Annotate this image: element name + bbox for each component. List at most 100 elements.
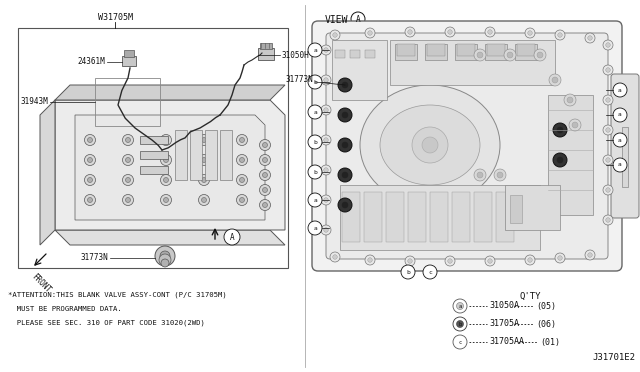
Circle shape: [588, 253, 592, 257]
Circle shape: [324, 108, 328, 112]
Circle shape: [605, 43, 611, 47]
Circle shape: [122, 174, 134, 186]
Circle shape: [405, 256, 415, 266]
Circle shape: [122, 135, 134, 145]
Circle shape: [163, 177, 168, 183]
Text: MUST BE PROGRAMMED DATA.: MUST BE PROGRAMMED DATA.: [8, 306, 122, 312]
Bar: [430, 192, 448, 242]
Bar: [205, 130, 217, 180]
Bar: [452, 192, 470, 242]
Circle shape: [338, 108, 352, 122]
Bar: [408, 192, 426, 242]
Text: 24361M: 24361M: [77, 58, 105, 67]
Text: b: b: [313, 80, 317, 84]
Polygon shape: [75, 115, 265, 220]
Circle shape: [324, 48, 328, 52]
Circle shape: [585, 250, 595, 260]
Circle shape: [237, 135, 248, 145]
Circle shape: [477, 172, 483, 178]
Bar: [95, 78, 160, 126]
Circle shape: [321, 225, 331, 235]
Circle shape: [572, 122, 578, 128]
Circle shape: [262, 202, 268, 208]
Bar: [140, 136, 168, 144]
Text: b: b: [406, 269, 410, 275]
Circle shape: [125, 198, 131, 202]
Text: a: a: [618, 87, 622, 93]
Bar: [190, 130, 202, 180]
Circle shape: [239, 138, 244, 142]
Circle shape: [405, 27, 415, 37]
Circle shape: [338, 168, 352, 182]
Text: 31050H: 31050H: [282, 51, 310, 60]
Circle shape: [408, 30, 412, 34]
Circle shape: [585, 33, 595, 43]
Circle shape: [613, 133, 627, 147]
Circle shape: [351, 12, 365, 26]
Bar: [487, 44, 505, 56]
Bar: [517, 44, 535, 56]
Text: W31705M: W31705M: [97, 13, 132, 22]
Bar: [395, 44, 417, 60]
Circle shape: [125, 177, 131, 183]
Circle shape: [125, 157, 131, 163]
Circle shape: [564, 94, 576, 106]
Circle shape: [239, 177, 244, 183]
Bar: [335, 50, 345, 58]
Circle shape: [321, 135, 331, 145]
Circle shape: [368, 258, 372, 262]
Ellipse shape: [360, 85, 500, 205]
Circle shape: [237, 154, 248, 166]
Circle shape: [528, 31, 532, 35]
Circle shape: [324, 78, 328, 82]
Circle shape: [321, 45, 331, 55]
Circle shape: [88, 157, 93, 163]
Circle shape: [198, 135, 209, 145]
Circle shape: [308, 105, 322, 119]
Text: 31773N: 31773N: [80, 253, 108, 263]
Circle shape: [224, 229, 240, 245]
Bar: [474, 192, 492, 242]
Circle shape: [338, 138, 352, 152]
Circle shape: [239, 198, 244, 202]
Text: Q'TY: Q'TY: [519, 292, 541, 301]
Circle shape: [262, 173, 268, 177]
Bar: [220, 130, 232, 180]
Circle shape: [401, 265, 415, 279]
Bar: [342, 192, 360, 242]
Text: a: a: [313, 198, 317, 202]
Circle shape: [603, 185, 613, 195]
Circle shape: [534, 49, 546, 61]
Circle shape: [88, 177, 93, 183]
Text: 31705A: 31705A: [489, 320, 519, 328]
Circle shape: [163, 138, 168, 142]
Circle shape: [338, 198, 352, 212]
Circle shape: [567, 97, 573, 103]
Bar: [427, 44, 445, 56]
Circle shape: [497, 172, 503, 178]
Bar: [496, 192, 514, 242]
Circle shape: [525, 255, 535, 265]
Circle shape: [342, 172, 348, 178]
Circle shape: [494, 169, 506, 181]
Circle shape: [198, 195, 209, 205]
Circle shape: [605, 98, 611, 102]
Text: 31050A: 31050A: [489, 301, 519, 311]
Circle shape: [557, 127, 563, 133]
Circle shape: [555, 253, 565, 263]
Circle shape: [262, 142, 268, 148]
Circle shape: [84, 195, 95, 205]
Polygon shape: [55, 85, 285, 100]
Text: 31773N: 31773N: [285, 76, 313, 84]
Bar: [140, 166, 168, 174]
Text: *ATTENTION:THIS BLANK VALVE ASSY-CONT (P/C 31705M): *ATTENTION:THIS BLANK VALVE ASSY-CONT (P…: [8, 292, 227, 298]
Bar: [390, 40, 555, 85]
Polygon shape: [40, 100, 55, 245]
Circle shape: [160, 251, 170, 261]
Text: a: a: [313, 225, 317, 231]
Circle shape: [488, 259, 492, 263]
Circle shape: [259, 170, 271, 180]
Circle shape: [237, 174, 248, 186]
Circle shape: [507, 52, 513, 58]
Circle shape: [474, 49, 486, 61]
